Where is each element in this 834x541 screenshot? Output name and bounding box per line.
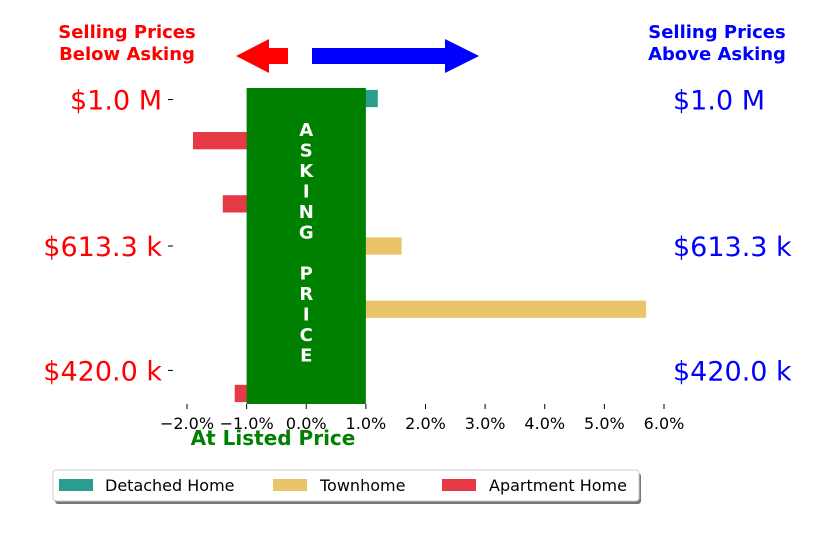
x-tick-label: −1.0% xyxy=(220,414,274,433)
x-tick-label: 6.0% xyxy=(644,414,685,433)
x-ticks-group: −2.0% −1.0% 0.0% 1.0% 2.0% 3.0% 4.0% 5.0% 6.0% xyxy=(160,404,684,433)
x-axis-label: At Listed Price xyxy=(191,426,356,450)
band-letter: C xyxy=(300,325,313,346)
right-arrow-icon xyxy=(312,39,479,73)
x-tick-label: −2.0% xyxy=(160,414,214,433)
left-arrow-icon xyxy=(236,39,288,73)
band-letter: E xyxy=(300,346,312,367)
x-tick-label: 5.0% xyxy=(584,414,625,433)
band-letter: K xyxy=(299,161,314,182)
left-header-line1: Selling Prices xyxy=(58,22,195,43)
left-header-line2: Below Asking xyxy=(59,44,195,65)
bar-townhome-3 xyxy=(306,300,647,318)
x-tick-label: 3.0% xyxy=(465,414,506,433)
right-header-line1: Selling Prices xyxy=(648,22,785,43)
y-tick-label-left: $420.0 k xyxy=(43,356,162,387)
y-tick-label-left: $613.3 k xyxy=(43,232,162,263)
band-letter: R xyxy=(299,284,313,305)
legend-label-detached: Detached Home xyxy=(105,476,235,495)
legend: Detached Home Townhome Apartment Home xyxy=(52,469,641,504)
y-tick-label-right: $613.3 k xyxy=(673,232,792,263)
y-tick-label-right: $1.0 M xyxy=(673,86,765,117)
legend-label-townhome: Townhome xyxy=(319,476,405,495)
legend-frame xyxy=(52,469,640,502)
y-tick-label-right: $420.0 k xyxy=(673,356,792,387)
band-letter: N xyxy=(299,202,314,223)
band-letter: G xyxy=(299,223,314,244)
band-letter: I xyxy=(303,305,310,326)
legend-swatch-apartment xyxy=(442,479,476,491)
asking-price-band xyxy=(246,88,366,404)
x-tick-label: 2.0% xyxy=(405,414,446,433)
y-ticks-group: $1.0 M $1.0 M $613.3 k $613.3 k $420.0 k $420… xyxy=(43,86,792,388)
x-tick-label: 4.0% xyxy=(524,414,565,433)
right-header-line2: Above Asking xyxy=(648,44,786,65)
legend-swatch-townhome xyxy=(273,479,307,491)
band-letter: S xyxy=(300,141,313,162)
band-letter: P xyxy=(300,264,313,285)
band-letter: I xyxy=(303,182,310,203)
x-tick-label: 0.0% xyxy=(286,414,327,433)
legend-swatch-detached xyxy=(59,479,93,491)
y-tick-label-left: $1.0 M xyxy=(70,86,162,117)
band-letter: A xyxy=(299,120,313,141)
x-tick-label: 1.0% xyxy=(346,414,387,433)
legend-label-apartment: Apartment Home xyxy=(489,476,627,495)
